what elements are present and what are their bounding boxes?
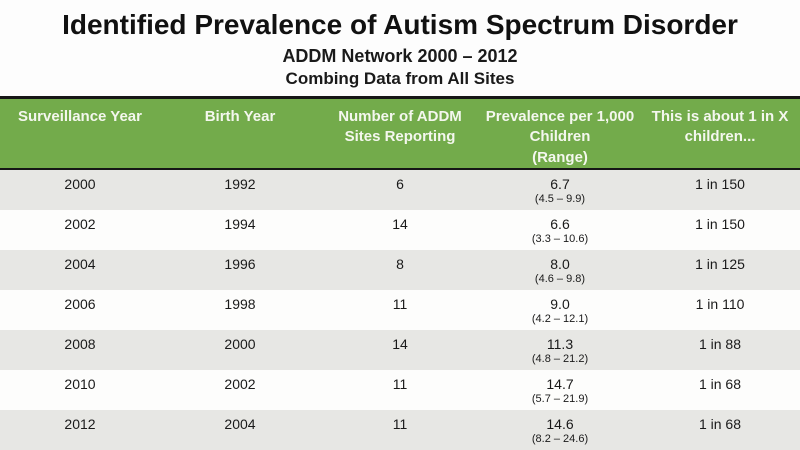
prevalence-value: 14.7 [546,375,574,392]
cell-surveillance-year: 2004 [64,255,96,272]
prevalence-value: 6.7 [550,175,570,192]
prevalence-value: 6.6 [550,215,570,232]
cell-birth-year: 1996 [224,255,256,272]
cell-about-one-in: 1 in 68 [698,375,742,392]
table-row-2010: 2010 2002 11 14.7 (5.7 – 21.9) 1 in 68 [0,369,800,410]
prevalence-value: 9.0 [550,295,570,312]
cell-birth-year: 1998 [224,295,256,312]
subtitle-sites: Combing Data from All Sites [285,69,515,89]
cell-about-one-in: 1 in 110 [695,295,745,312]
cell-prevalence: 8.0 (4.6 – 9.8) [480,250,640,290]
cell-sites-reporting: 11 [392,415,408,432]
prevalence-range: (4.6 – 9.8) [534,273,586,286]
prevalence-range: (5.7 – 21.9) [531,393,589,406]
table-row-2008: 2008 2000 14 11.3 (4.8 – 21.2) 1 in 88 [0,329,800,370]
subtitle-network: ADDM Network 2000 – 2012 [282,46,518,67]
page-title: Identified Prevalence of Autism Spectrum… [62,9,738,40]
cell-surveillance-year: 2002 [64,215,96,232]
prevalence-range: (4.8 – 21.2) [531,353,589,366]
prevalence-range: (8.2 – 24.6) [531,433,589,446]
cell-surveillance-year: 2006 [64,295,96,312]
cell-surveillance-year: 2008 [64,335,96,352]
prevalence-range: (4.5 – 9.9) [534,193,586,206]
cell-birth-year: 2000 [224,335,256,352]
cell-about-one-in: 1 in 88 [698,335,742,352]
cell-sites-reporting: 14 [392,215,408,232]
cell-prevalence: 14.7 (5.7 – 21.9) [480,370,640,410]
cell-birth-year: 1992 [224,175,256,192]
cell-birth-year: 1994 [224,215,256,232]
cell-sites-reporting: 11 [392,295,408,312]
cell-prevalence: 6.6 (3.3 – 10.6) [480,210,640,250]
cell-birth-year: 2004 [224,415,256,432]
prevalence-value: 11.3 [546,335,574,352]
table-row-2012: 2012 2004 11 14.6 (8.2 – 24.6) 1 in 68 [0,409,800,450]
prevalence-range: (4.2 – 12.1) [531,313,589,326]
cell-prevalence: 11.3 (4.8 – 21.2) [480,330,640,370]
col-header-birth-year: Birth Year [160,97,320,170]
col-header-prevalence: Prevalence per 1,000 Children (Range) [480,97,640,170]
prevalence-value: 14.6 [546,415,574,432]
cell-prevalence: 14.6 (8.2 – 24.6) [480,410,640,450]
cell-about-one-in: 1 in 125 [695,255,745,272]
prevalence-value: 8.0 [550,255,570,272]
cell-surveillance-year: 2012 [64,415,96,432]
table-row-2004: 2004 1996 8 8.0 (4.6 – 9.8) 1 in 125 [0,249,800,290]
table-row-2006: 2006 1998 11 9.0 (4.2 – 12.1) 1 in 110 [0,289,800,330]
prevalence-range: (3.3 – 10.6) [531,233,589,246]
cell-prevalence: 6.7 (4.5 – 9.9) [480,169,640,210]
table-row-2000: 2000 1992 6 6.7 (4.5 – 9.9) 1 in 150 [0,168,800,210]
cell-about-one-in: 1 in 150 [695,175,745,192]
cell-sites-reporting: 14 [392,335,408,352]
prevalence-table: Surveillance Year Birth Year Number of A… [0,96,800,450]
cell-about-one-in: 1 in 150 [695,215,745,232]
table-row-2002: 2002 1994 14 6.6 (3.3 – 10.6) 1 in 150 [0,209,800,250]
col-header-sites-reporting: Number of ADDM Sites Reporting [320,97,480,170]
cell-birth-year: 2002 [224,375,256,392]
col-header-about-one-in: This is about 1 in X children... [640,97,800,170]
title-block: Identified Prevalence of Autism Spectrum… [0,0,800,89]
cell-surveillance-year: 2010 [64,375,96,392]
header-row: Surveillance Year Birth Year Number of A… [0,97,800,170]
col-header-surveillance-year: Surveillance Year [0,97,160,170]
cell-about-one-in: 1 in 68 [698,415,742,432]
cell-sites-reporting: 6 [396,175,404,192]
cell-sites-reporting: 11 [392,375,408,392]
cell-prevalence: 9.0 (4.2 – 12.1) [480,290,640,330]
cell-surveillance-year: 2000 [64,175,96,192]
cell-sites-reporting: 8 [396,255,404,272]
